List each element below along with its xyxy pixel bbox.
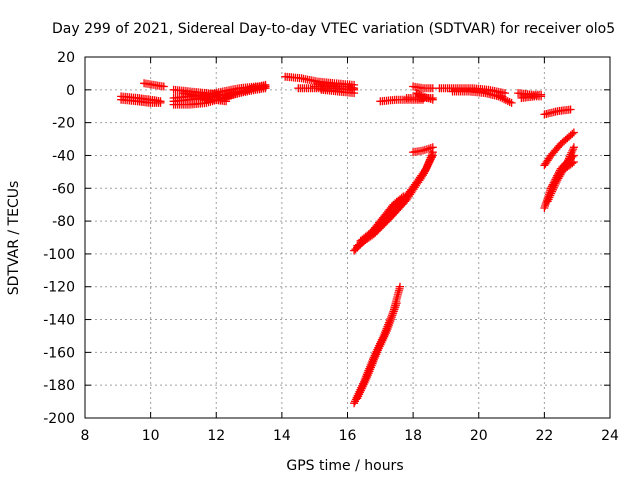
y-axis-label: SDTVAR / TECUs bbox=[6, 181, 22, 296]
data-segment bbox=[117, 95, 165, 107]
data-segment bbox=[546, 151, 578, 193]
data-segment bbox=[356, 148, 437, 245]
x-tick-label: 18 bbox=[404, 428, 422, 444]
y-tick-label: -40 bbox=[52, 148, 75, 164]
data-segment bbox=[222, 80, 270, 101]
plus-markers bbox=[140, 79, 168, 91]
grid bbox=[85, 57, 610, 418]
axis-ticks: 8 10 12 14 16 18 20 22 24 20 0 -20 -40 -60 -80 -100 -120… bbox=[43, 50, 619, 444]
y-tick-label: -20 bbox=[52, 116, 75, 132]
x-tick-label: 12 bbox=[207, 428, 225, 444]
y-tick-label: -120 bbox=[43, 280, 75, 296]
y-tick-label: -160 bbox=[43, 345, 75, 361]
y-tick-label: 20 bbox=[57, 50, 75, 66]
y-tick-label: -100 bbox=[43, 247, 75, 263]
x-tick-label: 14 bbox=[273, 428, 291, 444]
plus-markers bbox=[409, 82, 437, 93]
plus-markers bbox=[179, 89, 231, 106]
data-segment bbox=[353, 299, 401, 403]
x-axis-label: GPS time / hours bbox=[286, 458, 403, 474]
plus-markers bbox=[448, 87, 516, 107]
data-segment bbox=[540, 105, 575, 119]
x-tick-label: 22 bbox=[535, 428, 553, 444]
plus-markers bbox=[435, 84, 509, 98]
plus-markers bbox=[353, 299, 401, 403]
plus-markers bbox=[540, 128, 578, 170]
plus-markers bbox=[540, 105, 575, 119]
data-segment bbox=[540, 128, 578, 170]
x-tick-label: 8 bbox=[81, 428, 90, 444]
plus-markers bbox=[356, 148, 437, 245]
y-tick-label: -60 bbox=[52, 181, 75, 197]
chart-title: Day 299 of 2021, Sidereal Day-to-day VTE… bbox=[52, 21, 615, 37]
y-tick-label: 0 bbox=[66, 83, 75, 99]
plus-markers bbox=[546, 151, 578, 193]
plus-markers bbox=[310, 82, 359, 93]
data-segment bbox=[409, 143, 437, 157]
x-tick-label: 16 bbox=[339, 428, 357, 444]
plus-markers bbox=[412, 89, 437, 104]
y-tick-label: -80 bbox=[52, 214, 75, 230]
plus-markers bbox=[117, 95, 165, 107]
data-points bbox=[117, 72, 578, 408]
data-segment bbox=[179, 89, 231, 106]
x-tick-label: 24 bbox=[601, 428, 619, 444]
x-tick-label: 10 bbox=[142, 428, 160, 444]
data-segment bbox=[435, 84, 509, 98]
y-tick-label: -140 bbox=[43, 313, 75, 329]
plus-markers bbox=[409, 143, 437, 157]
plus-markers bbox=[517, 92, 546, 102]
data-segment bbox=[448, 87, 516, 107]
y-tick-label: -180 bbox=[43, 378, 75, 394]
data-segment bbox=[412, 89, 437, 104]
y-tick-label: -200 bbox=[43, 411, 75, 427]
data-segment bbox=[310, 82, 359, 93]
data-segment bbox=[517, 92, 546, 102]
data-segment bbox=[140, 79, 168, 91]
plus-markers bbox=[222, 80, 270, 101]
data-segment bbox=[409, 82, 437, 93]
x-tick-label: 20 bbox=[470, 428, 488, 444]
